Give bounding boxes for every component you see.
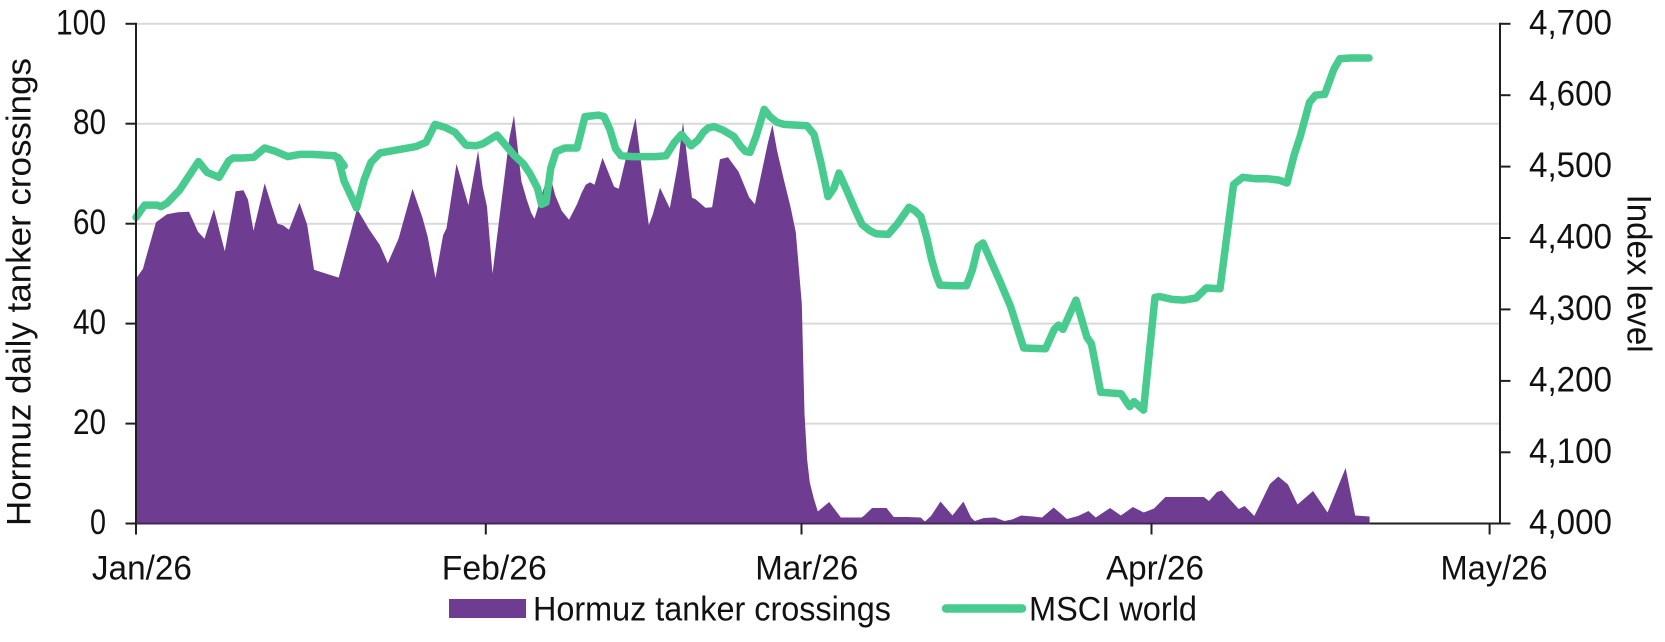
svg-text:May/26: May/26 (1441, 550, 1548, 588)
svg-text:40: 40 (73, 303, 106, 342)
svg-text:4,000: 4,000 (1529, 503, 1612, 542)
svg-text:4,300: 4,300 (1529, 289, 1612, 328)
svg-text:Apr/26: Apr/26 (1106, 550, 1204, 588)
svg-text:20: 20 (73, 403, 106, 442)
svg-text:Hormuz tanker crossings: Hormuz tanker crossings (533, 591, 891, 629)
svg-text:80: 80 (73, 103, 106, 142)
svg-text:4,500: 4,500 (1529, 146, 1612, 185)
svg-text:Index level: Index level (1620, 195, 1658, 353)
svg-text:MSCI world: MSCI world (1029, 591, 1197, 629)
svg-text:4,600: 4,600 (1529, 75, 1612, 114)
svg-text:100: 100 (56, 3, 106, 42)
svg-text:Hormuz daily tanker crossings: Hormuz daily tanker crossings (1, 58, 39, 526)
svg-text:4,400: 4,400 (1529, 218, 1612, 257)
svg-text:60: 60 (73, 203, 106, 242)
svg-text:4,700: 4,700 (1529, 3, 1612, 42)
svg-text:Feb/26: Feb/26 (442, 550, 547, 588)
svg-text:0: 0 (90, 503, 106, 542)
svg-text:4,200: 4,200 (1529, 360, 1612, 399)
svg-text:Jan/26: Jan/26 (92, 550, 192, 588)
svg-text:4,100: 4,100 (1529, 432, 1612, 471)
svg-text:Mar/26: Mar/26 (755, 550, 858, 588)
